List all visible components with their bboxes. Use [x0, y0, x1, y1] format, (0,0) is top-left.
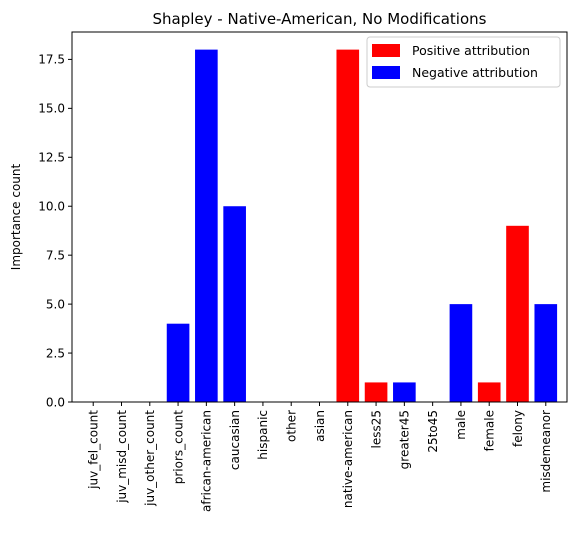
- x-tick-label: juv_other_count: [143, 410, 157, 507]
- x-tick-label: juv_fel_count: [87, 410, 101, 490]
- y-tick-label: 0.0: [46, 395, 65, 409]
- x-axis-ticks: juv_fel_count juv_misd_count juv_other_cou…: [87, 402, 553, 512]
- y-tick-label: 15.0: [38, 102, 65, 116]
- x-tick-label: hispanic: [256, 410, 270, 460]
- x-tick-label: other: [285, 410, 299, 442]
- bars-group: [166, 49, 558, 402]
- x-tick-label: juv_misd_count: [115, 410, 129, 504]
- x-tick-label: 25to45: [426, 410, 440, 453]
- y-tick-label: 2.5: [46, 346, 65, 360]
- x-tick-label: female: [483, 410, 497, 451]
- y-axis-ticks: 0.0 2.5 5.0 7.5 10.0 12.5 15.0 17.5: [38, 53, 72, 409]
- x-tick-label: native-american: [341, 410, 355, 508]
- bar-less25-positive: [364, 382, 388, 402]
- chart-title: Shapley - Native-American, No Modificati…: [153, 10, 487, 28]
- bar-priors_count-negative: [166, 323, 190, 402]
- y-tick-label: 12.5: [38, 151, 65, 165]
- y-axis-label: Importance count: [9, 163, 23, 270]
- x-tick-label: less25: [369, 410, 383, 449]
- legend-swatch-positive: [372, 44, 400, 57]
- x-tick-label: felony: [511, 410, 525, 447]
- plot-frame: [71, 31, 568, 403]
- bar-female-positive: [477, 382, 501, 402]
- bar-misdemeanor-negative: [534, 304, 558, 402]
- bar-felony-positive: [506, 225, 529, 402]
- y-tick-label: 7.5: [46, 248, 65, 262]
- legend: Positive attribution Negative attribution: [366, 36, 561, 88]
- y-tick-label: 17.5: [38, 53, 65, 67]
- legend-label-negative: Negative attribution: [412, 65, 538, 80]
- x-tick-label: african-american: [200, 410, 214, 512]
- x-tick-label: male: [454, 410, 468, 440]
- bar-greater45-negative: [393, 382, 416, 402]
- y-tick-label: 5.0: [46, 297, 65, 311]
- legend-box: [366, 36, 561, 88]
- y-tick-label: 10.0: [38, 200, 65, 214]
- bar-male-negative: [449, 304, 473, 402]
- bar-native-american-positive: [336, 49, 360, 402]
- legend-label-positive: Positive attribution: [412, 43, 530, 58]
- bar-african-american-negative: [195, 49, 218, 402]
- bar-caucasian-negative: [223, 206, 246, 402]
- x-tick-label: greater45: [398, 410, 412, 469]
- legend-swatch-negative: [372, 66, 400, 79]
- x-tick-label: caucasian: [228, 410, 242, 470]
- x-tick-label: misdemeanor: [539, 410, 553, 493]
- x-tick-label: priors_count: [171, 410, 185, 485]
- x-tick-label: asian: [313, 410, 327, 442]
